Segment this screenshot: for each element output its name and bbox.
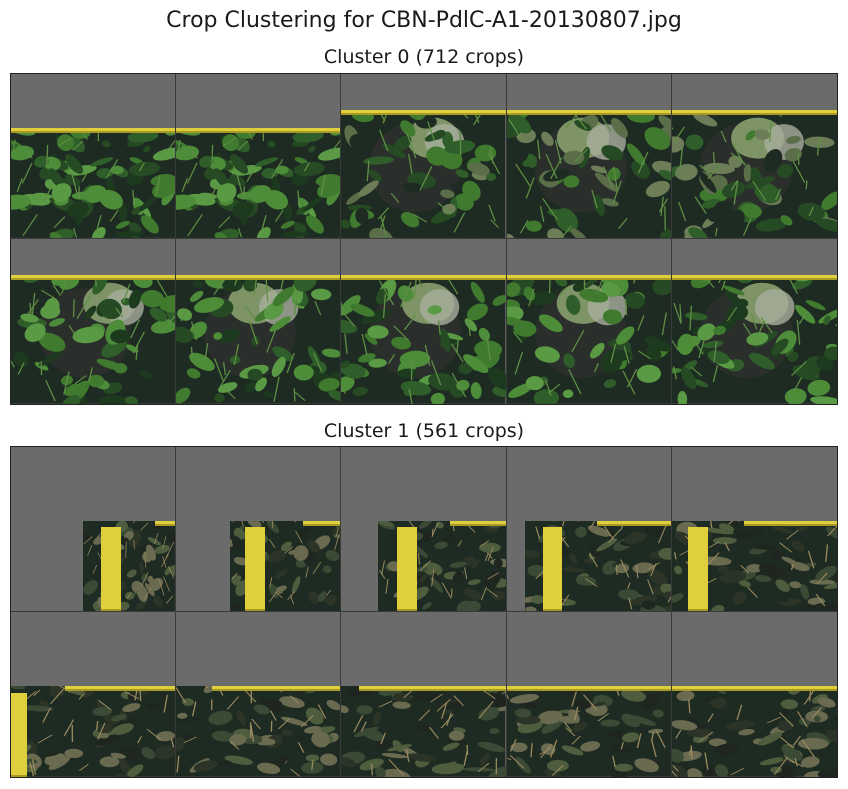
crop-thumbnail — [176, 74, 342, 239]
cluster-0-crop-grid — [10, 73, 838, 405]
ruler-strip — [11, 692, 28, 777]
ruler-strip — [101, 527, 121, 611]
ruler-strip — [302, 520, 341, 526]
crop-thumbnail — [176, 612, 342, 777]
cluster-1-crop-grid — [10, 446, 838, 778]
crop-thumbnail — [176, 447, 342, 612]
crop-thumbnail — [671, 74, 837, 239]
ruler-strip — [506, 686, 671, 692]
crop-image — [506, 110, 671, 238]
ruler-strip — [688, 527, 709, 611]
ruler-strip — [341, 275, 506, 281]
crop-image — [11, 128, 176, 238]
crop-image — [341, 110, 506, 238]
ruler-strip — [11, 275, 176, 281]
ruler-strip — [542, 527, 563, 611]
ruler-strip — [671, 686, 837, 692]
ruler-strip — [671, 110, 837, 116]
crop-thumbnail — [341, 74, 507, 239]
ruler-strip — [506, 275, 671, 281]
crop-image — [671, 110, 837, 238]
ruler-strip — [341, 110, 506, 116]
crop-thumbnail — [671, 239, 837, 404]
crop-thumbnail — [506, 612, 672, 777]
crop-image — [506, 686, 671, 777]
ruler-strip — [176, 275, 341, 281]
ruler-strip — [359, 686, 506, 692]
crop-image — [11, 275, 176, 404]
crop-image — [11, 686, 176, 777]
ruler-strip — [596, 520, 671, 526]
crop-image — [176, 128, 341, 238]
ruler-strip — [245, 527, 265, 611]
crop-thumbnail — [11, 239, 177, 404]
crop-thumbnail — [341, 447, 507, 612]
crop-thumbnail — [341, 239, 507, 404]
ruler-strip — [155, 520, 176, 526]
crop-thumbnail — [11, 612, 177, 777]
crop-image — [83, 520, 176, 611]
crop-thumbnail — [671, 447, 837, 612]
ruler-strip — [671, 275, 837, 281]
ruler-strip — [11, 128, 176, 134]
figure-title: Crop Clustering for CBN-PdlC-A1-20130807… — [166, 8, 682, 33]
ruler-strip — [506, 110, 671, 116]
crop-thumbnail — [341, 612, 507, 777]
crop-thumbnail — [11, 74, 177, 239]
crop-thumbnail — [176, 239, 342, 404]
cluster-1-title: Cluster 1 (561 crops) — [323, 420, 525, 442]
crop-thumbnail — [506, 239, 672, 404]
crop-thumbnail — [11, 447, 177, 612]
ruler-strip — [65, 686, 176, 692]
ruler-strip — [744, 520, 837, 526]
crop-image — [176, 275, 341, 404]
crop-thumbnail — [671, 612, 837, 777]
crop-image — [176, 686, 341, 777]
crop-image — [671, 275, 837, 404]
crop-image — [506, 275, 671, 404]
ruler-strip — [449, 520, 506, 526]
crop-image — [341, 275, 506, 404]
cluster-0-title: Cluster 0 (712 crops) — [323, 46, 525, 68]
crop-thumbnail — [506, 447, 672, 612]
ruler-strip — [397, 527, 417, 611]
crop-image — [671, 686, 837, 777]
crop-thumbnail — [506, 74, 672, 239]
ruler-strip — [176, 128, 341, 134]
crop-image — [341, 686, 506, 777]
ruler-strip — [212, 686, 341, 692]
